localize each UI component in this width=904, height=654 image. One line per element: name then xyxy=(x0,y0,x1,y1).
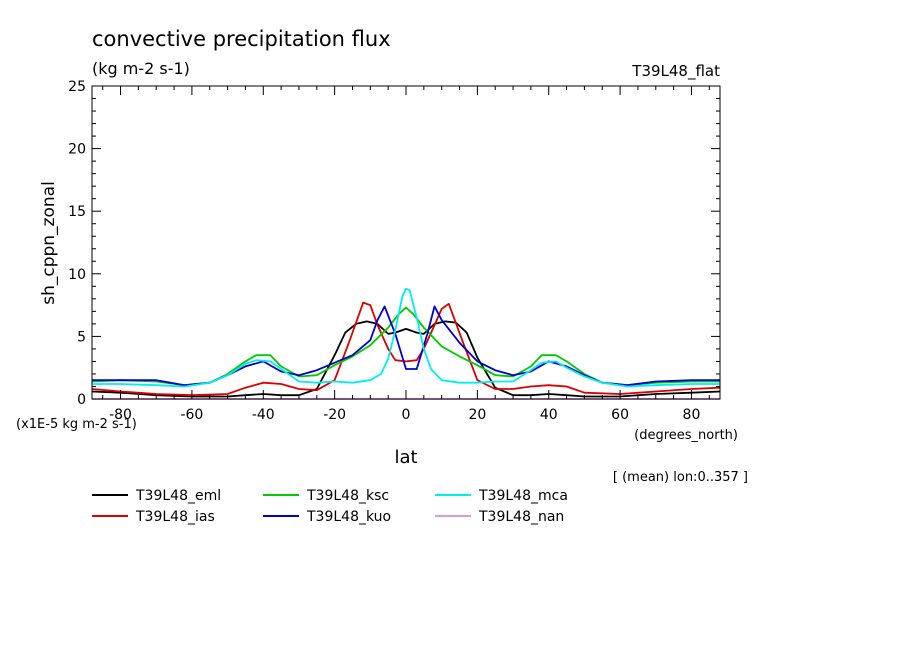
series-line-t39l48-mca xyxy=(92,287,720,388)
x-tick-label: -20 xyxy=(323,407,346,423)
x-tick-label: 0 xyxy=(402,407,411,423)
chart-units: (kg m-2 s-1) xyxy=(92,59,190,78)
series-line-t39l48-ksc xyxy=(91,306,720,387)
legend-label-t39l48-eml: T39L48_eml xyxy=(135,488,221,504)
y-tick-label: 0 xyxy=(77,392,86,408)
x-axis-label: lat xyxy=(394,447,417,468)
series-layer xyxy=(91,287,721,400)
legend-label-t39l48-ias: T39L48_ias xyxy=(135,509,215,525)
y-tick-label: 10 xyxy=(68,267,86,283)
legend-label-t39l48-kuo: T39L48_kuo xyxy=(306,509,391,525)
axes-layer: -80 -60 -40 -20 0 20 40 60 80 0 5 10 15 20 25 xyxy=(68,79,721,423)
y-tick-label: 15 xyxy=(68,204,86,220)
y-tick-label: 5 xyxy=(77,329,86,345)
y-tick-label: 20 xyxy=(68,142,86,158)
legend-label-t39l48-nan: T39L48_nan xyxy=(478,509,564,525)
plot-frame xyxy=(91,85,721,400)
series-line-t39l48-ias xyxy=(91,301,721,397)
legend-label-t39l48-ksc: T39L48_ksc xyxy=(306,488,389,504)
legend: T39L48_eml T39L48_ias T39L48_ksc T39L48_kuo… xyxy=(92,488,568,525)
x-tick-label: -40 xyxy=(252,407,275,423)
legend-label-t39l48-mca: T39L48_mca xyxy=(478,488,568,504)
scale-note: (x1E-5 kg m-2 s-1) xyxy=(16,417,137,432)
series-line-t39l48-kuo xyxy=(92,305,720,387)
x-axis-units: (degrees_north) xyxy=(634,428,738,443)
x-tick-label: 40 xyxy=(540,407,558,423)
x-tick-label: -80 xyxy=(109,407,132,423)
y-tick-label: 25 xyxy=(68,79,86,95)
y-axis-label: sh_cppn_zonal xyxy=(39,181,59,305)
x-tick-label: -60 xyxy=(180,407,203,423)
x-tick-label: 20 xyxy=(468,407,486,423)
experiment-label: T39L48_flat xyxy=(631,62,720,81)
mean-note: [ (mean) lon:0..357 ] xyxy=(613,470,748,485)
series-line-t39l48-eml xyxy=(91,320,721,398)
x-tick-label: 60 xyxy=(611,407,629,423)
x-tick-label: 80 xyxy=(683,407,701,423)
chart-title: convective precipitation flux xyxy=(92,27,391,51)
